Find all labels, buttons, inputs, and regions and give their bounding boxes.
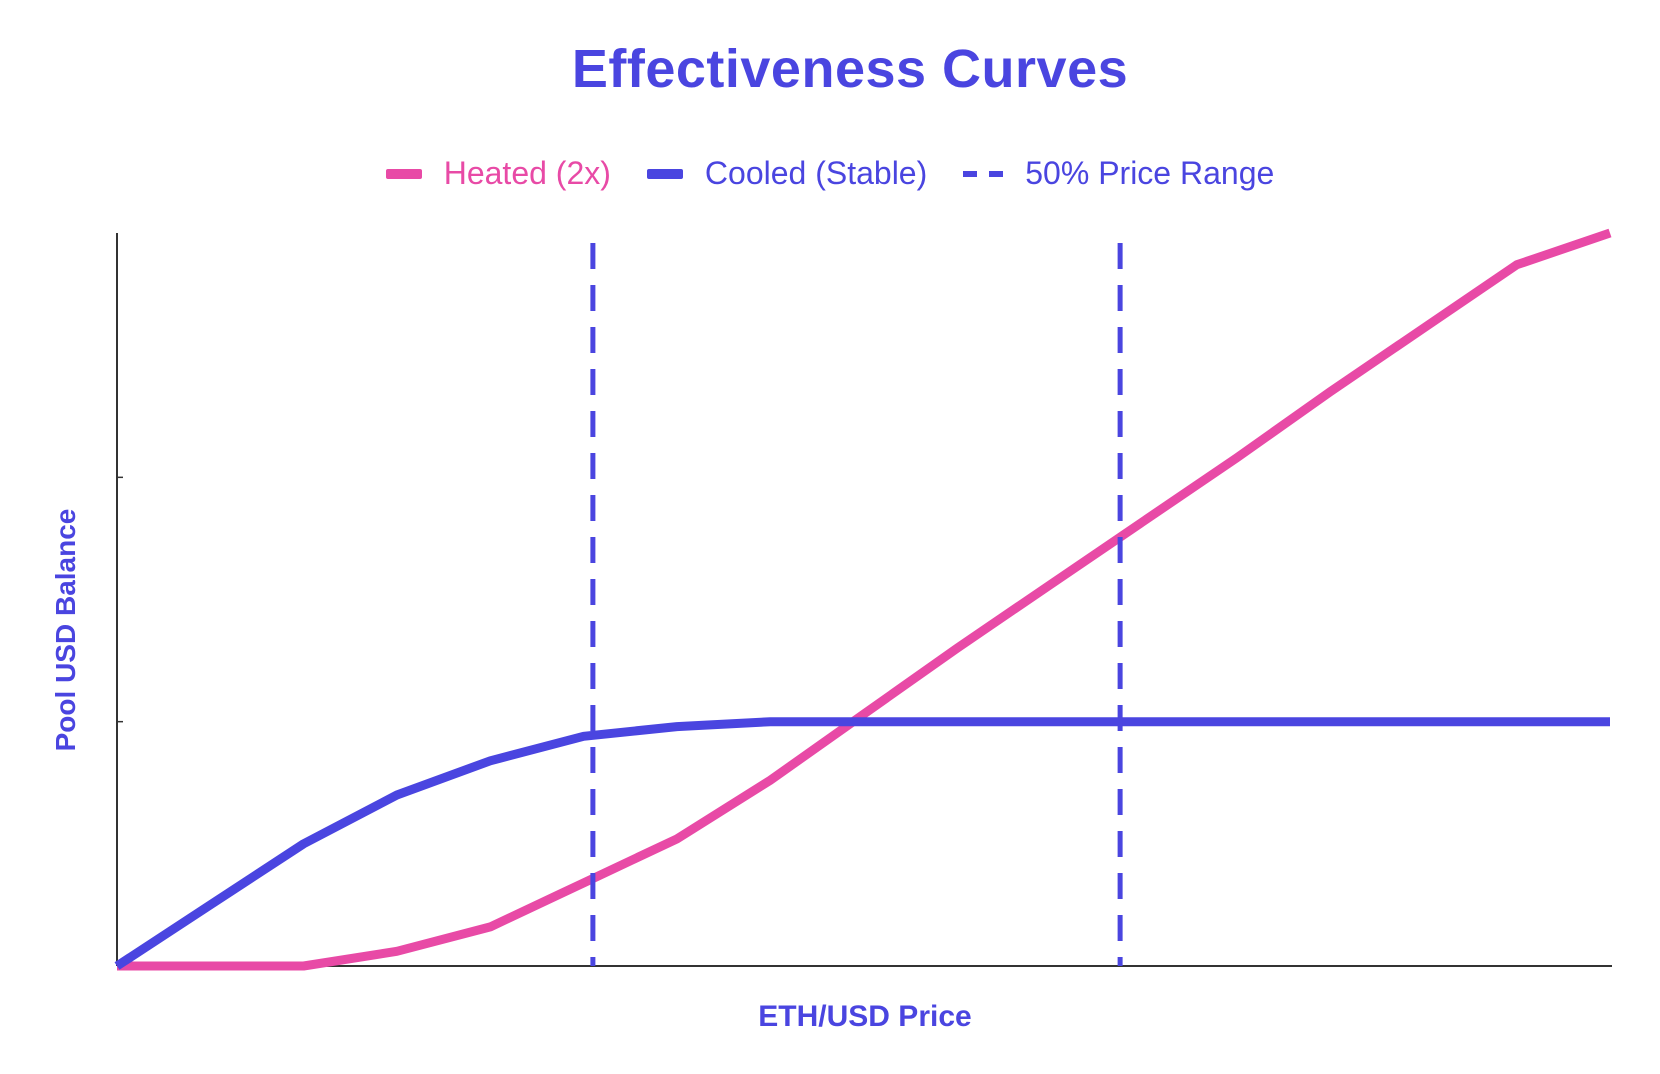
series-line-cooled xyxy=(114,717,1610,970)
legend-item-heated: Heated (2x) xyxy=(385,155,611,192)
legend-item-cooled: Cooled (Stable) xyxy=(646,155,928,192)
legend-swatch-range xyxy=(963,170,1004,177)
series-line-heated xyxy=(117,228,1612,971)
legend-swatch-cooled xyxy=(646,168,683,179)
legend-label-heated: Heated (2x) xyxy=(443,155,611,191)
legend-label-range: 50% Price Range xyxy=(1025,155,1275,191)
legend: Heated (2x) Cooled (Stable) 50% Price Ra… xyxy=(0,155,1660,192)
legend-label-cooled: Cooled (Stable) xyxy=(704,155,928,191)
x-axis-label: ETH/USD Price xyxy=(758,1000,972,1033)
legend-item-range: 50% Price Range xyxy=(963,155,1274,192)
legend-swatch-heated xyxy=(385,168,422,179)
chart-title: Effectiveness Curves xyxy=(571,39,1129,99)
